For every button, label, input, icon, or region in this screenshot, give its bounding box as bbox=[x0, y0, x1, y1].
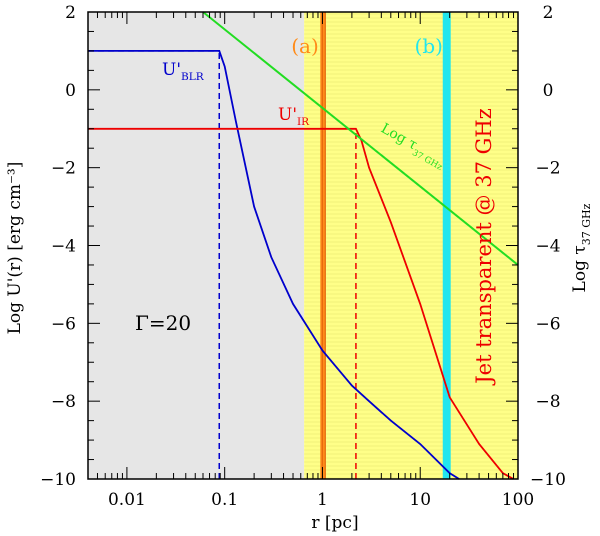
y-tick-label-right: 2 bbox=[543, 3, 554, 23]
band-label-b: (b) bbox=[415, 34, 443, 58]
series-u-ir bbox=[88, 127, 514, 480]
y-tick-label-left: −10 bbox=[40, 470, 76, 490]
x-tick-label: 1 bbox=[317, 490, 328, 510]
y-tick-label-right: −8 bbox=[535, 392, 560, 412]
x-tick-label: 0.01 bbox=[108, 490, 146, 510]
y-tick-label-right: 0 bbox=[543, 81, 554, 101]
x-tick-label: 100 bbox=[502, 490, 534, 510]
y-tick-label-right: −6 bbox=[535, 314, 560, 334]
y-tick-label-left: −8 bbox=[51, 392, 76, 412]
x-tick-label: 10 bbox=[409, 490, 431, 510]
x-axis-title: r [pc] bbox=[311, 513, 358, 533]
y-tick-label-left: −4 bbox=[51, 237, 76, 257]
label-u-ir: U'IR bbox=[278, 105, 310, 128]
label-u-ir-main: U' bbox=[278, 105, 297, 125]
jet-transparent-label: Jet transparent @ 37 GHz bbox=[472, 108, 496, 386]
y-axis-right-title-sub: 37 GHz bbox=[580, 203, 593, 245]
series-log-tau bbox=[202, 11, 519, 266]
gamma-label: Γ=20 bbox=[135, 311, 191, 335]
y-tick-label-right: −10 bbox=[530, 470, 566, 490]
yellow-stripes bbox=[304, 13, 518, 479]
ticks bbox=[87, 11, 519, 480]
x-tick-label: 0.1 bbox=[211, 490, 238, 510]
band-b bbox=[442, 12, 451, 479]
y-axis-title: Log U'(r) [erg cm⁻³] bbox=[5, 162, 25, 335]
band-label-a: (a) bbox=[291, 34, 319, 58]
band-a bbox=[320, 12, 326, 479]
label-u-ir-sub: IR bbox=[297, 116, 310, 128]
series-lines bbox=[88, 11, 519, 480]
y-tick-label-left: −6 bbox=[51, 314, 76, 334]
text-labels: r [pc] Log U'(r) [erg cm⁻³] Log τ37 GHz … bbox=[5, 3, 593, 533]
y-tick-label-left: 0 bbox=[65, 81, 76, 101]
bands bbox=[320, 12, 451, 479]
label-u-blr-main: U' bbox=[162, 60, 181, 80]
label-u-blr: U'BLR bbox=[162, 60, 205, 83]
y-tick-label-left: −2 bbox=[51, 159, 76, 179]
y-axis-right-title: Log τ37 GHz bbox=[570, 203, 593, 292]
y-axis-right-title-main: Log τ bbox=[570, 245, 590, 292]
series-u-blr bbox=[88, 50, 460, 480]
y-tick-label-left: 2 bbox=[65, 3, 76, 23]
label-u-blr-sub: BLR bbox=[181, 71, 205, 83]
y-axis-right-title-text: Log τ37 GHz bbox=[570, 203, 593, 292]
y-tick-label-right: −4 bbox=[535, 237, 560, 257]
y-tick-label-right: −2 bbox=[535, 159, 560, 179]
